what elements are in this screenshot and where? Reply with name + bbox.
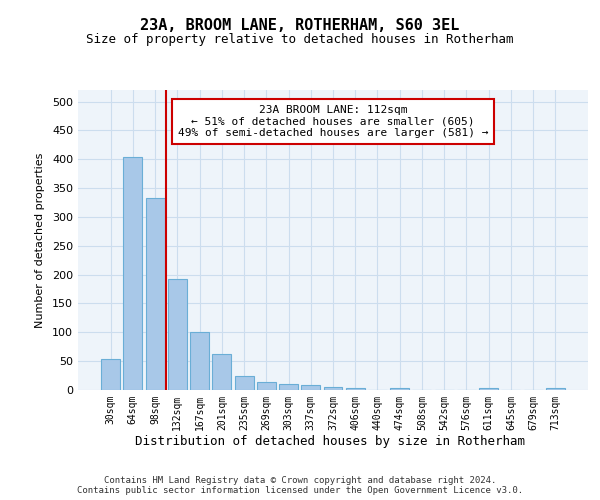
Bar: [124, 158, 142, 390]
Bar: [190, 332, 209, 390]
Bar: [390, 388, 409, 390]
Bar: [257, 382, 276, 390]
Bar: [479, 388, 498, 390]
Bar: [279, 384, 298, 390]
Text: Size of property relative to detached houses in Rotherham: Size of property relative to detached ho…: [86, 32, 514, 46]
Y-axis label: Number of detached properties: Number of detached properties: [35, 152, 45, 328]
Bar: [546, 388, 565, 390]
Bar: [168, 279, 187, 390]
Bar: [235, 376, 254, 390]
Bar: [346, 388, 365, 390]
Text: 23A BROOM LANE: 112sqm
← 51% of detached houses are smaller (605)
49% of semi-de: 23A BROOM LANE: 112sqm ← 51% of detached…: [178, 105, 488, 138]
Bar: [323, 387, 343, 390]
Text: Distribution of detached houses by size in Rotherham: Distribution of detached houses by size …: [135, 435, 525, 448]
Bar: [101, 360, 120, 390]
Bar: [212, 354, 231, 390]
Text: 23A, BROOM LANE, ROTHERHAM, S60 3EL: 23A, BROOM LANE, ROTHERHAM, S60 3EL: [140, 18, 460, 32]
Text: Contains HM Land Registry data © Crown copyright and database right 2024.
Contai: Contains HM Land Registry data © Crown c…: [77, 476, 523, 495]
Bar: [301, 385, 320, 390]
Bar: [146, 198, 164, 390]
